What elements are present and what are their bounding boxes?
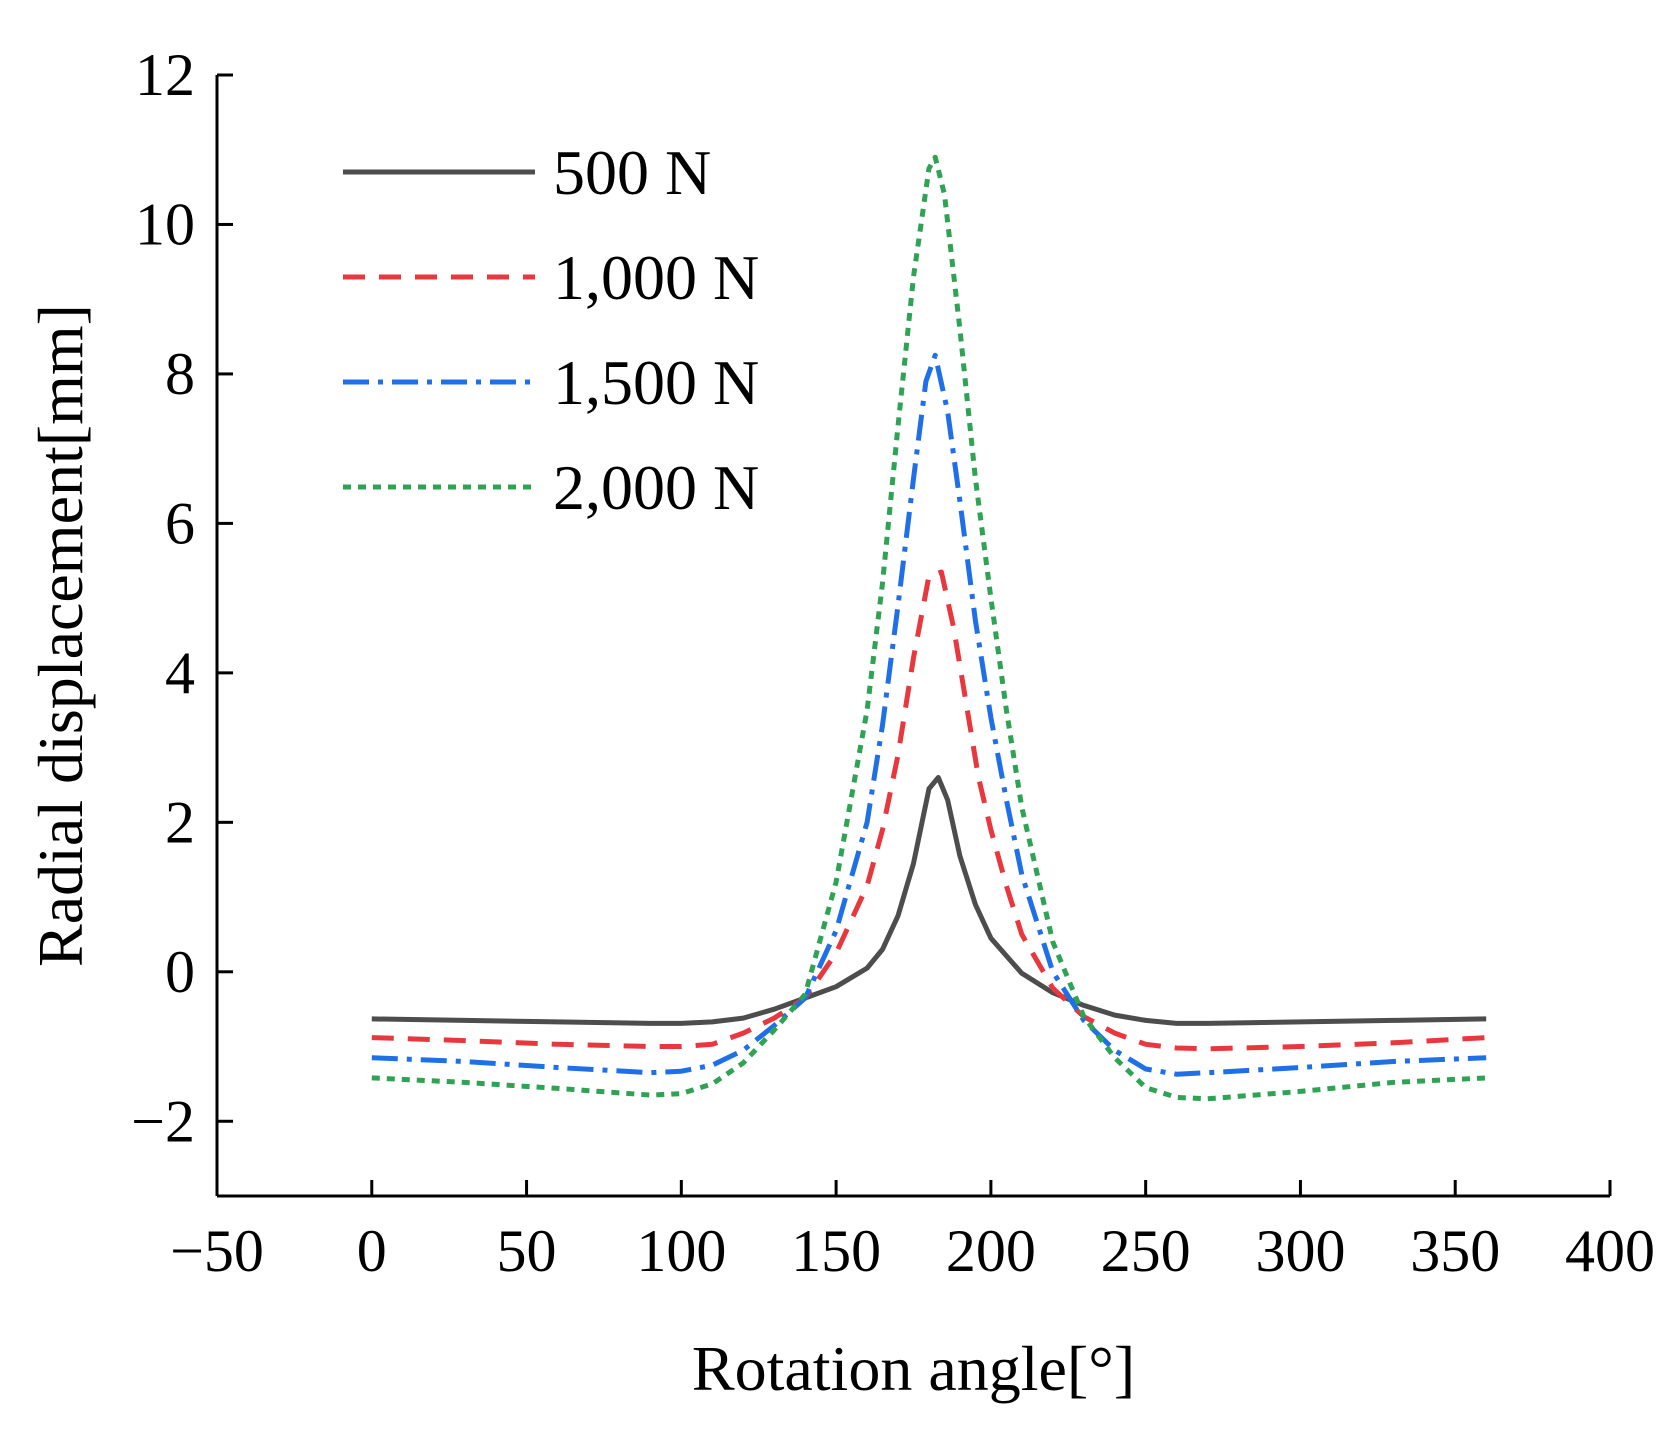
y-tick-label: −2 <box>131 1088 195 1154</box>
x-tick-label: 250 <box>1101 1218 1191 1284</box>
series-line-1 <box>371 775 1487 1026</box>
x-tick-label: 0 <box>357 1218 387 1284</box>
x-tick-label: 200 <box>946 1218 1036 1284</box>
series-line-4 <box>371 154 1487 1102</box>
y-tick-label: 0 <box>165 939 195 1005</box>
series-line-3 <box>371 352 1487 1077</box>
x-tick-label: 350 <box>1410 1218 1500 1284</box>
y-tick-label: 10 <box>135 191 195 257</box>
y-tick-label: 8 <box>165 341 195 407</box>
legend-label: 1,500 N <box>553 347 759 418</box>
legend-label: 500 N <box>553 137 711 208</box>
x-tick-label: 100 <box>636 1218 726 1284</box>
x-tick-label: −50 <box>170 1218 264 1284</box>
x-axis-title: Rotation angle[°] <box>692 1333 1135 1404</box>
legend: 500 N 1,000 N 1,500 N 2,000 N <box>343 137 759 523</box>
series-line-2 <box>371 569 1487 1052</box>
x-tick-label: 150 <box>791 1218 881 1284</box>
axes <box>215 75 1610 1198</box>
y-axis-title: Radial displacement[mm] <box>25 304 96 967</box>
y-tick-label: 12 <box>135 42 195 108</box>
y-tick-label: 2 <box>165 789 195 855</box>
x-tick-label: 50 <box>497 1218 557 1284</box>
plot-area <box>371 154 1487 1102</box>
y-axis-ticks: −2 0 2 4 6 8 10 12 <box>131 42 233 1154</box>
y-tick-label: 4 <box>165 640 195 706</box>
x-axis-ticks: −50 0 50 100 150 200 250 300 350 400 <box>170 1180 1655 1284</box>
y-tick-label: 6 <box>165 490 195 556</box>
x-tick-label: 300 <box>1255 1218 1345 1284</box>
legend-label: 1,000 N <box>553 242 759 313</box>
legend-label: 2,000 N <box>553 452 759 523</box>
x-tick-label: 400 <box>1565 1218 1655 1284</box>
